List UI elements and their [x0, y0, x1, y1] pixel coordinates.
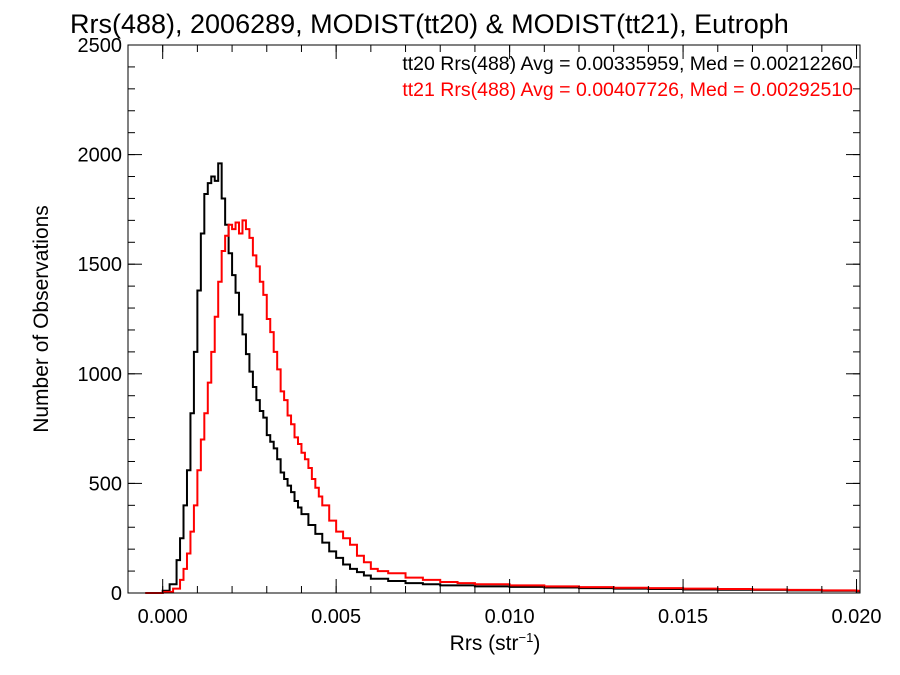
x-tick-label: 0.000	[138, 606, 188, 628]
annotation-tt20: tt20 Rrs(488) Avg = 0.00335959, Med = 0.…	[402, 53, 853, 75]
x-tick-label: 0.010	[485, 606, 535, 628]
x-axis-label-end: )	[533, 632, 540, 655]
y-tick-label: 1000	[78, 364, 123, 386]
x-tick-label: 0.015	[658, 606, 708, 628]
x-axis-label-superscript: −1	[519, 630, 534, 645]
series-tt20-line	[145, 162, 860, 594]
series-tt21-line	[145, 219, 860, 594]
annotation-tt21: tt21 Rrs(488) Avg = 0.00407726, Med = 0.…	[402, 79, 853, 101]
x-tick-label: 0.005	[311, 606, 361, 628]
y-tick-label: 1500	[78, 254, 123, 276]
series-layer	[145, 162, 860, 594]
y-tick-label: 500	[89, 473, 122, 495]
x-tick-label: 0.020	[831, 606, 881, 628]
x-axis-label: Rrs (str−1)	[450, 630, 541, 655]
chart-title: Rrs(488), 2006289, MODIST(tt20) & MODIST…	[70, 9, 789, 39]
x-axis-label-base: Rrs (str	[450, 632, 519, 655]
y-tick-label: 2500	[78, 35, 123, 57]
plot-frame	[127, 44, 861, 594]
ticks-layer: 0.000 0.005 0.010 0.015 0.020 0 500 1000 1500 200…	[78, 35, 882, 628]
y-axis-label: Number of Observations	[30, 205, 53, 433]
y-tick-label: 2000	[78, 145, 123, 167]
y-tick-label: 0	[111, 583, 122, 605]
